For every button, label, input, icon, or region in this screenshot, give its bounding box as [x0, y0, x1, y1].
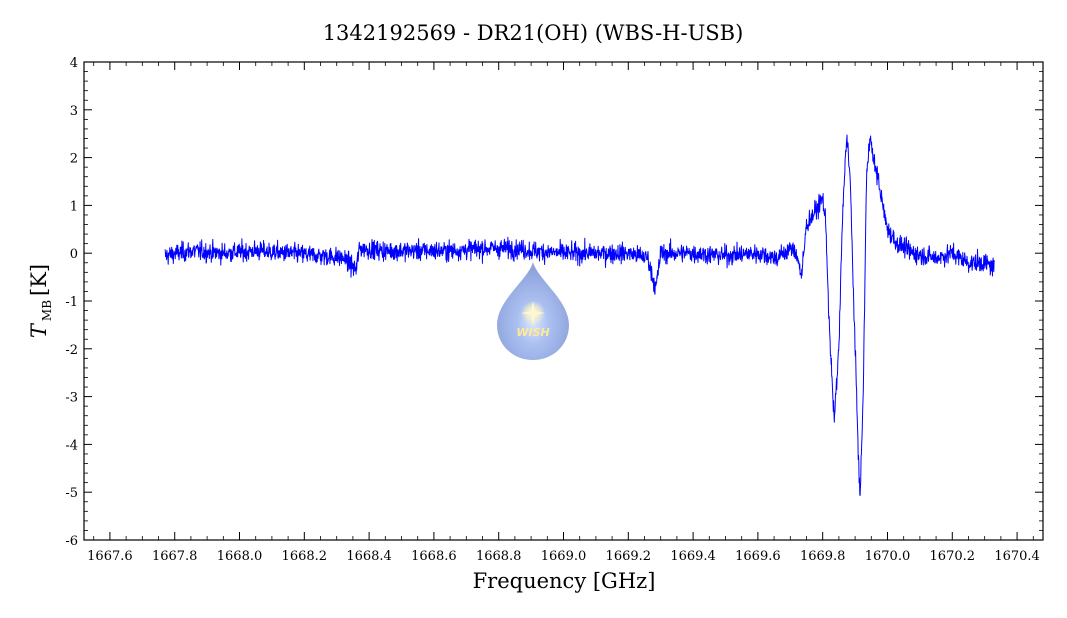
x-tick-label: 1669.4	[670, 549, 716, 564]
x-tick-label: 1669.8	[800, 549, 846, 564]
x-tick-label: 1669.2	[606, 549, 652, 564]
plot-frame	[83, 61, 1044, 541]
wish-star-icon	[521, 301, 545, 325]
y-axis: 4 3 2 1 0 -1 -2 -3 -4 -5 -6	[65, 56, 1043, 549]
x-axis: 1667.6 1667.8 1668.0 1668.2 1668.4 1668.6 1668…	[87, 62, 1040, 564]
x-tick-label: 1668.2	[282, 549, 328, 564]
y-tick-label: 2	[70, 152, 78, 167]
x-tick-label: 1670.0	[865, 549, 911, 564]
y-tick-label: 0	[70, 247, 78, 262]
x-tick-label: 1670.4	[994, 549, 1040, 564]
x-tick-label: 1668.8	[476, 549, 522, 564]
y-axis-label: TMB [K]	[27, 264, 54, 338]
wish-logo-text: WISH	[516, 326, 549, 339]
x-tick-label: 1668.4	[346, 549, 392, 564]
x-tick-label: 1667.6	[87, 549, 133, 564]
svg-text:TMB[K]: TMB [K]	[27, 264, 54, 338]
y-axis-label-sub: MB	[40, 300, 54, 321]
x-axis-label: Frequency [GHz]	[473, 569, 656, 593]
wish-logo: WISH	[497, 262, 569, 360]
y-tick-label: -6	[65, 534, 78, 549]
x-tick-label: 1669.6	[735, 549, 781, 564]
y-tick-label: 3	[70, 104, 78, 119]
chart-title: 1342192569 - DR21(OH) (WBS-H-USB)	[323, 21, 744, 45]
y-axis-label-main: T	[27, 322, 51, 338]
x-tick-label: 1668.0	[217, 549, 263, 564]
x-tick-label: 1667.8	[152, 549, 198, 564]
y-tick-label: -1	[65, 295, 78, 310]
y-tick-label: -3	[65, 391, 78, 406]
y-tick-label: -5	[65, 486, 78, 501]
y-tick-label: -2	[65, 343, 78, 358]
y-tick-label: 4	[70, 56, 78, 71]
x-tick-label: 1669.0	[541, 549, 587, 564]
y-tick-label: 1	[70, 199, 78, 214]
y-tick-label: -4	[65, 438, 78, 453]
x-tick-label: 1668.6	[411, 549, 457, 564]
x-tick-label: 1670.2	[930, 549, 976, 564]
spectrum-line	[164, 134, 995, 497]
y-axis-label-unit: [K]	[27, 264, 51, 296]
